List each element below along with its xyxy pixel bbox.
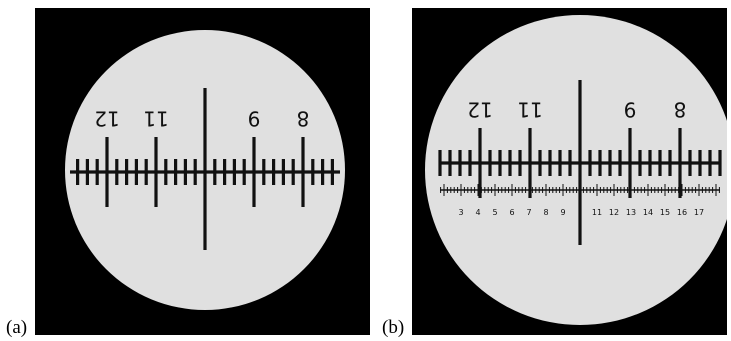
panel-caption: (a)	[6, 317, 27, 338]
fine-label: 9	[560, 208, 565, 217]
fine-label: 11	[592, 208, 602, 217]
panel-caption: (b)	[382, 317, 404, 338]
fine-label: 12	[609, 208, 619, 217]
major-label: 12	[94, 107, 119, 131]
major-label: 9	[624, 98, 637, 122]
fine-label: 5	[492, 208, 497, 217]
fine-label: 17	[694, 208, 704, 217]
figure: 12 11 9 8 12 11 9 8 3 4 5 6 7 8 9 11 12 13 14 15 16 17 (a) (…	[0, 0, 731, 341]
fine-label: 7	[526, 208, 531, 217]
fine-label: 8	[543, 208, 548, 217]
fine-label: 3	[458, 208, 463, 217]
major-label: 11	[143, 107, 168, 131]
major-label: 11	[517, 98, 542, 122]
fine-label: 13	[626, 208, 636, 217]
fine-label: 15	[660, 208, 670, 217]
fine-label: 16	[677, 208, 687, 217]
major-label: 8	[674, 98, 687, 122]
fine-label: 14	[643, 208, 653, 217]
fine-label: 4	[475, 208, 480, 217]
major-label: 8	[297, 107, 310, 131]
fine-label: 6	[509, 208, 514, 217]
major-label: 9	[248, 107, 261, 131]
major-label: 12	[467, 98, 492, 122]
